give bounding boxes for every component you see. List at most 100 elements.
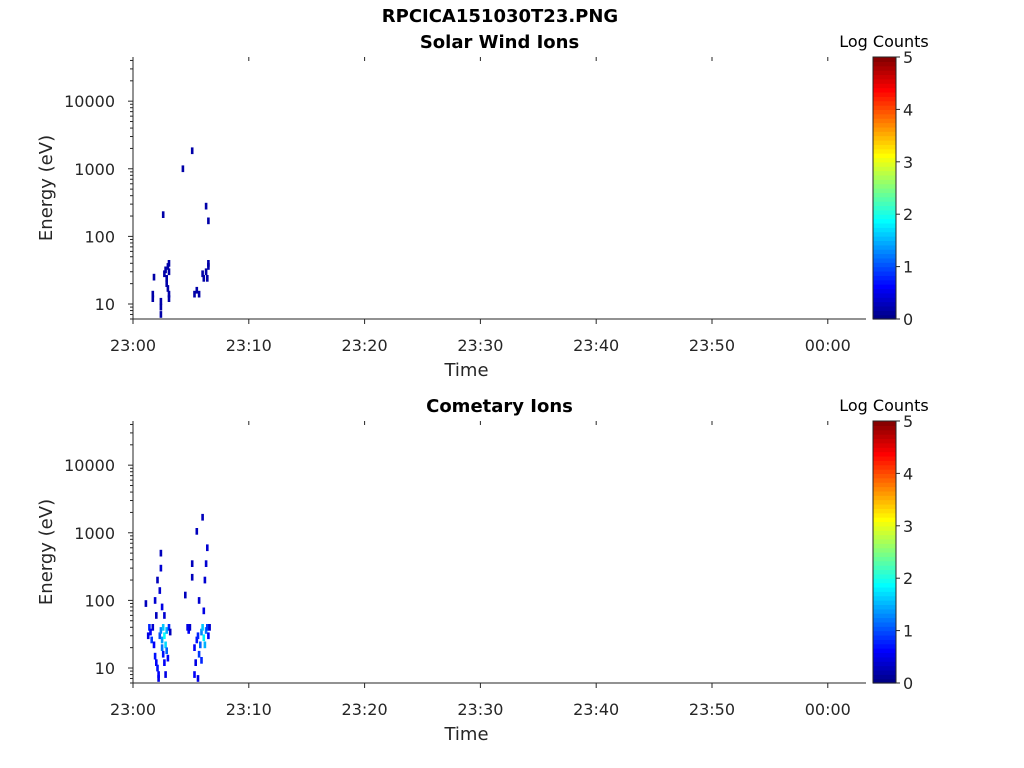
colorbar-segment (873, 292, 896, 298)
plot-area-1 (133, 57, 866, 319)
data-cell (153, 597, 157, 604)
colorbar-segment (873, 517, 896, 523)
data-cell (207, 632, 210, 640)
y-tick-label: 10 (95, 659, 115, 678)
colorbar-segment (873, 434, 896, 440)
data-cell (168, 628, 172, 636)
colorbar-segment (873, 174, 896, 180)
data-cell (151, 624, 155, 631)
colorbar-segment (873, 604, 896, 610)
data-cell (207, 260, 210, 267)
colorbar-segment (873, 275, 896, 281)
data-cell (149, 628, 152, 636)
colorbar-tick-label: 1 (903, 258, 913, 277)
colorbar-segment (873, 179, 896, 185)
colorbar-segment (873, 131, 896, 137)
data-cell (184, 591, 187, 599)
colorbar-segment (873, 621, 896, 627)
colorbar-segment (873, 288, 896, 294)
colorbar-segment (873, 674, 896, 680)
data-cell (194, 659, 197, 666)
colorbar-segment (873, 634, 896, 640)
data-cell (207, 217, 210, 225)
colorbar-segment (873, 547, 896, 553)
data-cell (197, 290, 201, 298)
colorbar-segment (873, 648, 896, 654)
colorbar-segment (873, 530, 896, 536)
data-cell (156, 576, 159, 584)
colorbar-segment (873, 543, 896, 549)
colorbar-segment (873, 556, 896, 562)
colorbar-segment (873, 236, 896, 241)
colorbar-segment (873, 284, 896, 290)
colorbar-title: Log Counts (839, 396, 929, 415)
colorbar-segment (873, 65, 896, 71)
colorbar-segment (873, 503, 896, 509)
colorbar-tick-label: 1 (903, 622, 913, 641)
y-tick-label: 1000 (74, 160, 115, 179)
colorbar-segment (873, 227, 896, 233)
colorbar-segment (873, 473, 896, 479)
colorbar-segment (873, 591, 896, 597)
x-tick-label: 23:40 (573, 700, 619, 719)
colorbar-segment (873, 244, 896, 250)
data-cell (206, 624, 209, 631)
data-cell (166, 654, 170, 662)
data-cell (163, 612, 166, 619)
colorbar-tick-label: 4 (903, 464, 913, 483)
y-axis-title: Energy (eV) (36, 499, 57, 605)
colorbar-segment (873, 153, 896, 159)
colorbar-segment (873, 442, 896, 448)
colorbar-segment (873, 630, 896, 636)
colorbar-segment (873, 477, 896, 483)
y-tick-label: 10000 (64, 92, 115, 111)
data-cell (206, 275, 209, 282)
colorbar-tick-label: 0 (903, 310, 913, 329)
colorbar-segment (873, 656, 896, 662)
colorbar-segment (873, 525, 896, 531)
colorbar-segment (873, 57, 896, 62)
colorbar-segment (873, 617, 896, 623)
colorbar-segment (873, 135, 896, 141)
colorbar-segment (873, 188, 896, 193)
data-cell (181, 165, 185, 173)
data-cell (203, 576, 207, 584)
data-cell (206, 544, 209, 552)
colorbar-segment (873, 218, 896, 224)
x-axis-title: Time (443, 724, 488, 745)
x-tick-label: 23:40 (573, 336, 619, 355)
data-cell (196, 675, 200, 682)
colorbar-segment (873, 639, 896, 645)
colorbar-segment (873, 482, 896, 488)
colorbar-segment (873, 100, 896, 106)
data-cell (158, 587, 162, 594)
x-tick-label: 23:00 (110, 336, 156, 355)
data-cell (159, 549, 163, 557)
colorbar-segment (873, 613, 896, 619)
colorbar-segment (873, 297, 896, 303)
data-cell (167, 290, 171, 298)
data-cell (202, 275, 206, 282)
data-cell (165, 275, 168, 282)
data-cell (160, 603, 164, 611)
data-cell (193, 290, 196, 298)
colorbar-segment (873, 508, 896, 514)
colorbar-tick-label: 5 (903, 412, 913, 431)
x-tick-label: 23:50 (689, 700, 735, 719)
colorbar-segment (873, 214, 896, 220)
data-cell (190, 147, 194, 155)
y-tick-label: 10000 (64, 456, 115, 475)
colorbar-segment (873, 118, 896, 124)
colorbar-segment (873, 196, 896, 202)
data-cell (193, 644, 196, 651)
colorbar-tick-label: 4 (903, 100, 913, 119)
colorbar-segment (873, 512, 896, 518)
data-cell (195, 636, 199, 644)
data-cell (164, 641, 167, 649)
colorbar-tick-label: 3 (903, 153, 913, 172)
y-tick-label: 1000 (74, 524, 115, 543)
y-axis-title: Energy (eV) (36, 135, 57, 241)
colorbar-segment (873, 222, 896, 228)
x-tick-label: 23:10 (226, 336, 272, 355)
